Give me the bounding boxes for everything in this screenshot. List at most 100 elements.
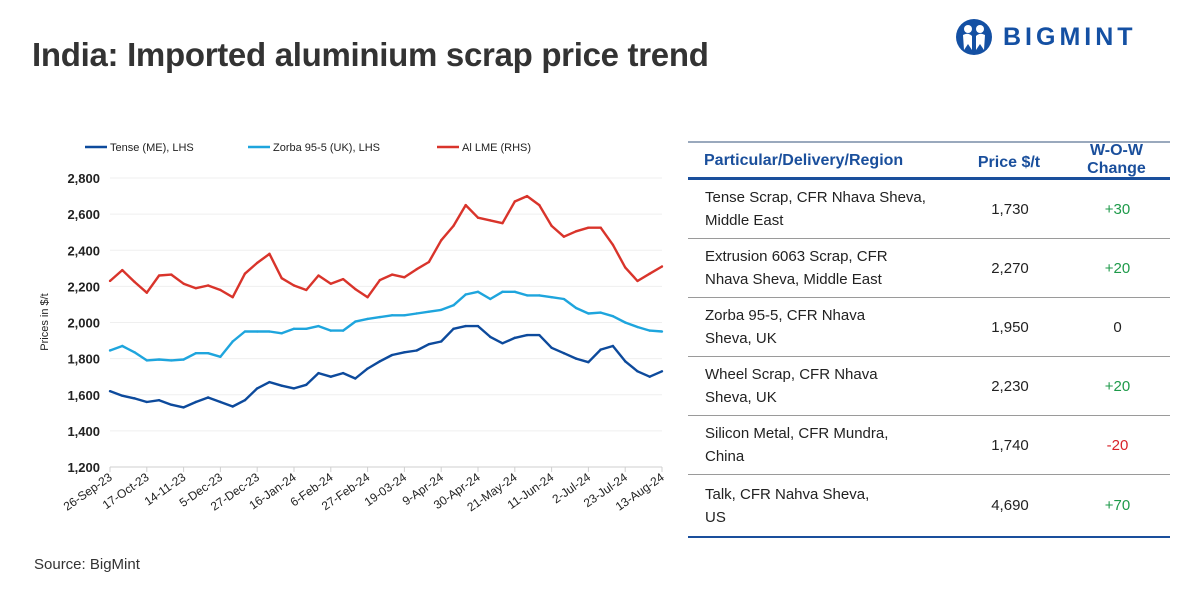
row-change: +30 [1104, 200, 1131, 218]
header-price: Price $/t [977, 154, 1041, 171]
data-point [452, 304, 455, 307]
data-point [660, 370, 664, 373]
data-point [636, 325, 639, 329]
data-point [256, 387, 259, 390]
data-point [587, 312, 590, 315]
data-point [329, 375, 332, 378]
data-point [206, 396, 210, 399]
header-change: W-O-W Change [1087, 142, 1146, 177]
data-point [538, 294, 541, 297]
data-point [611, 314, 615, 318]
data-point [599, 348, 602, 351]
data-point [108, 349, 112, 352]
row-price: 2,270 [991, 259, 1029, 277]
data-point [133, 280, 136, 284]
data-point [317, 324, 320, 328]
particular-line: Extrusion 6063 Scrap, CFR [705, 248, 888, 265]
particular-line: Talk, CFR Nahva Sheva, [705, 485, 870, 503]
row-particular: Talk, CFR Nahva Sheva, US [688, 483, 955, 529]
legend-label: Zorba 95-5 (UK), LHS [273, 142, 380, 154]
data-point [292, 387, 296, 390]
data-point [243, 272, 247, 275]
data-point [501, 290, 504, 293]
row-price: 1,740 [991, 436, 1029, 454]
data-point [489, 335, 492, 339]
source-note: Source: BigMint [34, 556, 140, 573]
particular-line: Zorba 95-5, CFR Nhava [705, 307, 866, 324]
legend-item: Zorba 95-5 (UK), LHS [248, 142, 380, 154]
legend-label: Tense (ME), LHS [110, 142, 194, 154]
data-point [354, 287, 357, 291]
data-point [550, 346, 553, 349]
data-point [660, 265, 664, 268]
data-point [243, 330, 247, 333]
data-point [108, 279, 112, 283]
data-point [611, 344, 615, 348]
data-point [243, 398, 247, 402]
data-point [194, 352, 198, 355]
particular-line: Silicon Metal, CFR Mundra, [705, 425, 889, 442]
data-point [660, 330, 664, 333]
data-point [305, 288, 308, 292]
row-particular: Wheel Scrap, CFR Nhava Sheva, UK [688, 363, 955, 409]
data-point [145, 291, 148, 294]
row-particular: Tense Scrap, CFR Nhava Sheva, Middle East [688, 186, 955, 232]
data-point [427, 310, 431, 313]
y-tick-label: 1,200 [67, 460, 100, 475]
data-point [574, 357, 578, 360]
data-point [501, 342, 504, 345]
data-point [390, 353, 394, 357]
data-point [525, 294, 529, 297]
data-point [317, 274, 320, 277]
row-change: 0 [1113, 318, 1122, 336]
price-table: Particular/Delivery/Region Price $/t W-O… [688, 141, 1170, 538]
x-tick-label: 19-03-24 [362, 470, 410, 509]
data-point [599, 226, 602, 229]
data-point [378, 360, 382, 363]
data-point [390, 273, 394, 276]
data-point [513, 336, 516, 340]
data-point [390, 314, 394, 317]
data-point [489, 297, 492, 301]
data-point [292, 327, 296, 331]
table-row: Zorba 95-5, CFR Nhava Sheva, UK 1,950 0 [688, 298, 1170, 357]
data-point [587, 226, 590, 229]
data-point [366, 317, 369, 321]
data-point [280, 384, 283, 387]
particular-line: China [705, 448, 745, 465]
data-point [268, 330, 271, 333]
data-point [427, 260, 431, 264]
data-point [268, 252, 271, 256]
data-point [219, 355, 222, 359]
data-point [329, 282, 332, 285]
data-point [354, 377, 357, 380]
row-particular: Zorba 95-5, CFR Nhava Sheva, UK [688, 304, 955, 350]
table-header: Particular/Delivery/Region Price $/t W-O… [688, 142, 1170, 180]
data-point [587, 361, 590, 364]
data-point [133, 351, 136, 354]
data-point [624, 321, 627, 324]
data-point [403, 314, 406, 317]
data-point [108, 389, 112, 393]
particular-line: Middle East [705, 212, 784, 229]
data-point [157, 398, 161, 402]
data-point [329, 329, 332, 332]
data-point [574, 230, 578, 233]
data-point [403, 351, 406, 354]
data-point [464, 324, 467, 328]
data-point [292, 284, 296, 287]
data-point [440, 239, 443, 242]
data-point [440, 340, 443, 343]
data-point [452, 224, 455, 228]
data-point [268, 380, 271, 384]
data-point [280, 277, 283, 280]
series-line-1 [109, 290, 663, 362]
data-point [280, 332, 283, 335]
data-point [182, 282, 185, 285]
data-point [452, 327, 455, 331]
data-point [366, 367, 369, 370]
data-point [415, 268, 418, 271]
data-point [305, 327, 308, 331]
data-point [145, 400, 148, 404]
data-point [550, 296, 553, 299]
